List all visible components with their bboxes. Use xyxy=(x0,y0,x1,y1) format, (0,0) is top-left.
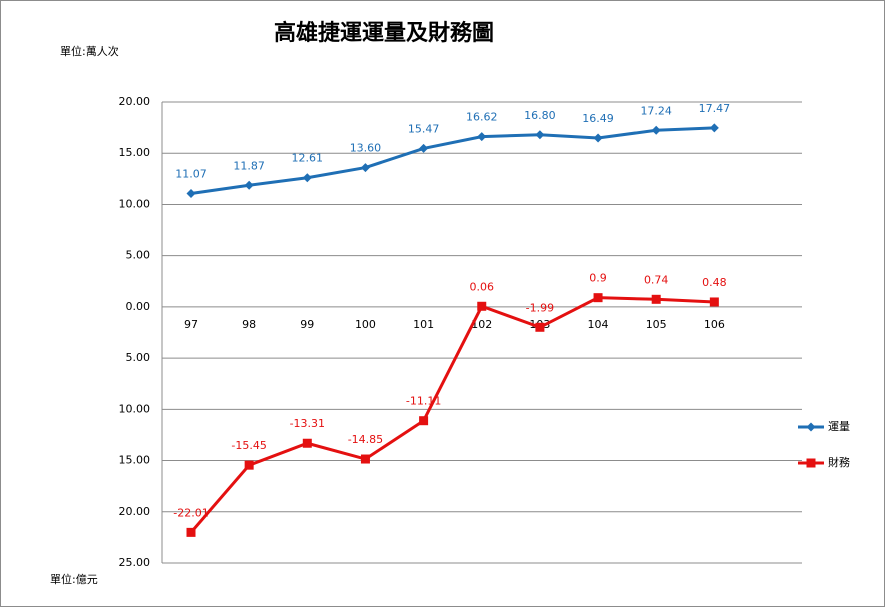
legend-label: 運量 xyxy=(828,420,850,433)
point-marker xyxy=(186,527,196,537)
data-label: 16.80 xyxy=(524,109,556,122)
data-label: 0.06 xyxy=(470,280,495,293)
point-marker xyxy=(651,125,661,135)
data-label: -13.31 xyxy=(290,417,325,430)
point-marker xyxy=(302,438,312,448)
chart-title: 高雄捷運運量及財務圖 xyxy=(274,20,494,46)
x-tick-label: 100 xyxy=(355,318,376,331)
point-marker xyxy=(419,143,429,153)
y-tick-label: 0.00 xyxy=(126,300,151,313)
point-marker xyxy=(477,301,487,311)
point-marker xyxy=(709,123,719,133)
point-marker xyxy=(244,180,254,190)
data-label: 11.87 xyxy=(233,159,265,172)
data-label: 16.49 xyxy=(582,112,614,125)
y-tick-label: 20.00 xyxy=(119,505,151,518)
data-label: 11.07 xyxy=(175,167,207,180)
data-label: 17.24 xyxy=(640,104,672,117)
series-line xyxy=(190,126,715,195)
point-marker xyxy=(709,297,719,307)
point-marker xyxy=(593,293,603,303)
point-marker xyxy=(244,460,254,470)
y-tick-label: 15.00 xyxy=(119,454,151,467)
x-tick-label: 105 xyxy=(646,318,667,331)
point-marker xyxy=(477,132,487,142)
point-marker xyxy=(360,163,370,173)
data-label: 12.61 xyxy=(292,152,324,165)
data-label: -15.45 xyxy=(231,439,266,452)
y-tick-label: 5.00 xyxy=(126,351,151,364)
data-label: -11.11 xyxy=(406,395,441,408)
unit-label: 單位:萬人次 xyxy=(60,44,119,58)
y-tick-label: 10.00 xyxy=(119,197,151,210)
point-marker xyxy=(419,416,429,426)
data-label: 0.74 xyxy=(644,273,669,286)
series-line xyxy=(189,296,715,534)
point-marker xyxy=(535,322,545,332)
x-tick-label: 101 xyxy=(413,318,434,331)
point-marker xyxy=(593,133,603,143)
data-label: -14.85 xyxy=(348,433,383,446)
y-tick-label: 20.00 xyxy=(119,95,151,108)
point-marker xyxy=(651,294,661,304)
point-marker xyxy=(360,454,370,464)
data-label: 16.62 xyxy=(466,111,498,124)
x-tick-label: 97 xyxy=(184,318,198,331)
x-tick-label: 106 xyxy=(704,318,725,331)
legend-label: 財務 xyxy=(828,455,850,469)
y-tick-label: 10.00 xyxy=(119,402,151,415)
data-label: 15.47 xyxy=(408,122,440,135)
x-tick-label: 104 xyxy=(588,318,609,331)
data-label: 17.47 xyxy=(699,102,731,115)
point-marker xyxy=(302,173,312,183)
x-tick-label: 99 xyxy=(300,318,314,331)
legend-marker xyxy=(806,458,816,468)
y-tick-label: 5.00 xyxy=(126,249,151,262)
point-marker xyxy=(186,188,196,198)
data-label: 0.9 xyxy=(589,272,607,285)
point-marker xyxy=(535,130,545,140)
x-tick-label: 98 xyxy=(242,318,256,331)
data-label: 0.48 xyxy=(702,276,727,289)
x-tick-label: 102 xyxy=(471,318,492,331)
data-label: -1.99 xyxy=(526,301,554,314)
data-label: -22.01 xyxy=(173,506,208,519)
legend-marker xyxy=(806,422,816,432)
y-tick-label: 25.00 xyxy=(119,556,151,569)
y-tick-label: 15.00 xyxy=(119,146,151,159)
unit-label: 單位:億元 xyxy=(50,572,98,586)
data-label: 13.60 xyxy=(350,142,382,155)
